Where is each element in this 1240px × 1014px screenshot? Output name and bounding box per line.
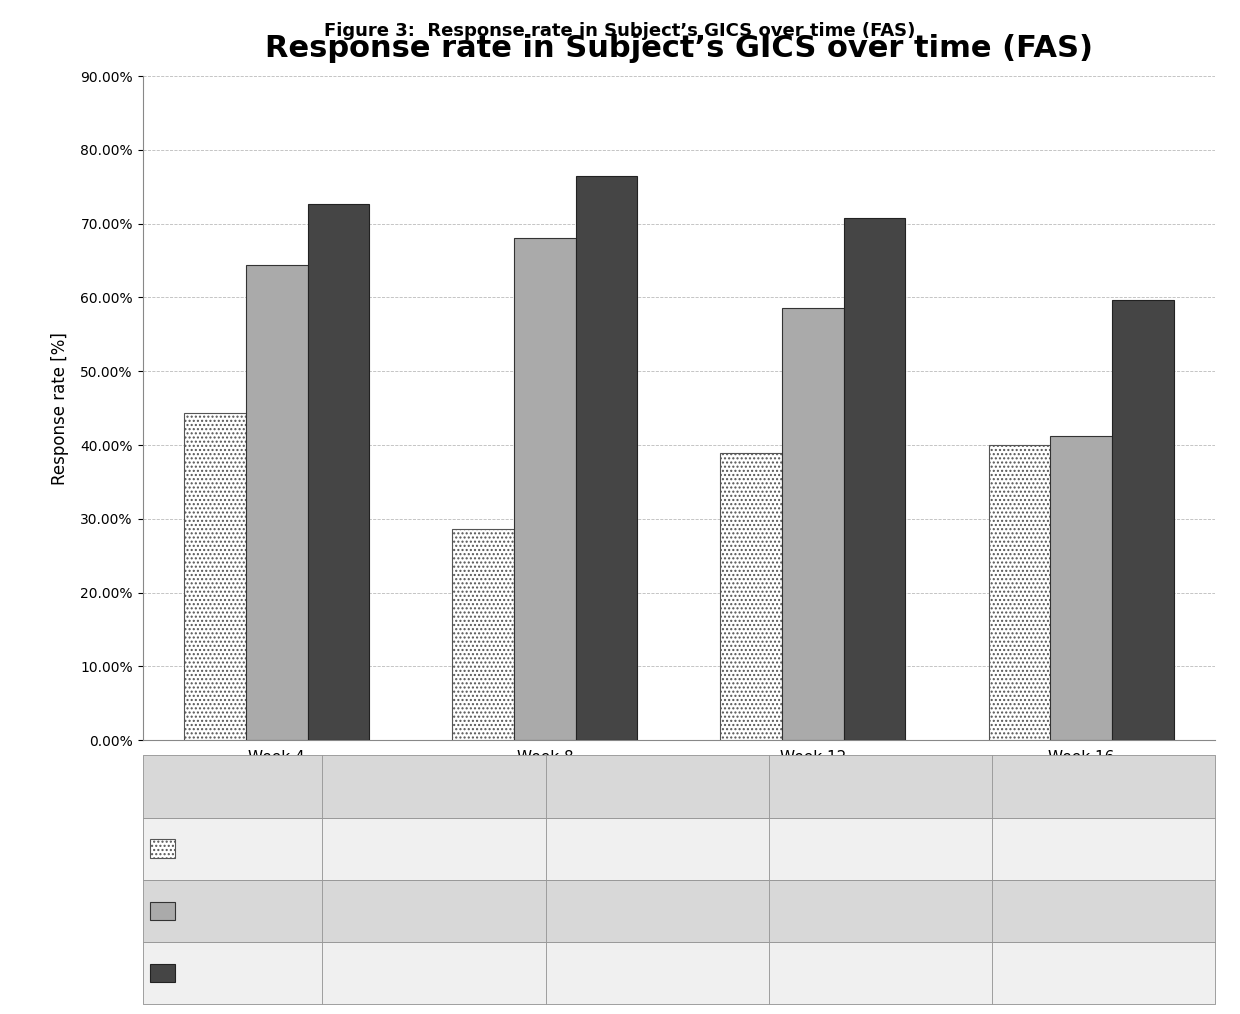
Text: 44.40%: 44.40% bbox=[410, 842, 458, 855]
Text: 41.20%: 41.20% bbox=[1080, 904, 1127, 918]
Text: NT 201 100 U: NT 201 100 U bbox=[181, 966, 267, 980]
Text: 70.80%: 70.80% bbox=[857, 966, 904, 980]
Bar bbox=[515, 237, 575, 740]
Text: 68.10%: 68.10% bbox=[634, 904, 681, 918]
Bar bbox=[575, 176, 637, 740]
Text: Week 12: Week 12 bbox=[853, 780, 908, 793]
Text: 64.40%: 64.40% bbox=[410, 904, 458, 918]
Text: Week 4: Week 4 bbox=[410, 780, 458, 793]
Bar bbox=[246, 265, 308, 740]
Bar bbox=[185, 413, 246, 740]
Bar bbox=[782, 308, 843, 740]
Bar bbox=[720, 453, 782, 740]
Text: Placebo: Placebo bbox=[181, 842, 231, 855]
Text: 76.40%: 76.40% bbox=[634, 966, 681, 980]
Text: 28.60%: 28.60% bbox=[634, 842, 681, 855]
Text: NT 201 75 U: NT 201 75 U bbox=[181, 904, 259, 918]
Text: 72.60%: 72.60% bbox=[410, 966, 458, 980]
Y-axis label: Response rate [%]: Response rate [%] bbox=[51, 332, 69, 485]
Text: Week 16: Week 16 bbox=[1076, 780, 1131, 793]
Text: 38.90%: 38.90% bbox=[857, 842, 904, 855]
Bar bbox=[308, 205, 370, 740]
Text: Week 8: Week 8 bbox=[634, 780, 681, 793]
Text: 59.70%: 59.70% bbox=[1080, 966, 1127, 980]
Bar bbox=[1050, 436, 1112, 740]
Text: 40.00%: 40.00% bbox=[1080, 842, 1127, 855]
Bar bbox=[1112, 300, 1173, 740]
Text: Figure 3:  Response rate in Subject’s GICS over time (FAS): Figure 3: Response rate in Subject’s GIC… bbox=[325, 22, 915, 41]
Bar bbox=[843, 218, 905, 740]
Title: Response rate in Subject’s GICS over time (FAS): Response rate in Subject’s GICS over tim… bbox=[265, 33, 1092, 63]
Bar bbox=[453, 529, 515, 740]
Bar bbox=[988, 445, 1050, 740]
Text: 58.60%: 58.60% bbox=[857, 904, 904, 918]
